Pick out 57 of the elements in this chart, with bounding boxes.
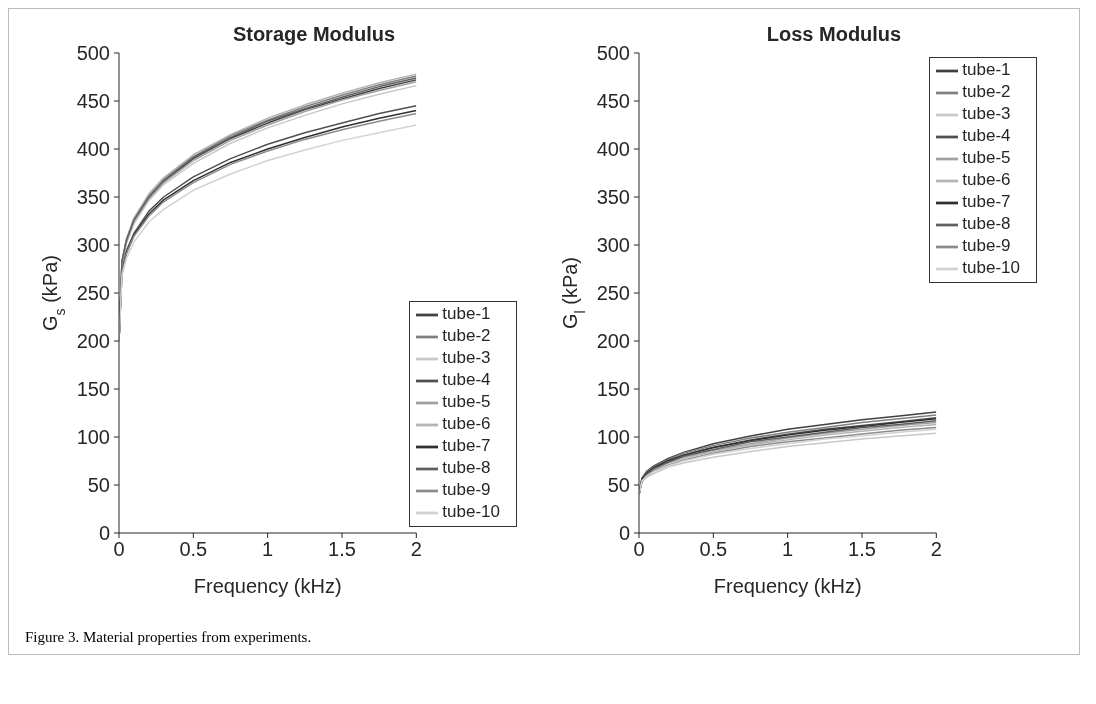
legend-label: tube-2 (442, 326, 491, 346)
y-tick-label: 300 (596, 234, 630, 257)
caption: Figure 3. Material properties from experiments. (25, 629, 313, 646)
legend-label: tube-10 (962, 258, 1020, 278)
legend-label: tube-3 (442, 348, 491, 368)
y-tick-label: 350 (76, 186, 110, 209)
legend-label: tube-1 (962, 60, 1011, 80)
y-tick-label: 350 (596, 186, 630, 209)
y-tick-label: 400 (596, 138, 630, 161)
legend-label: tube-2 (962, 82, 1011, 102)
legend-label: tube-7 (962, 192, 1011, 212)
y-tick-label: 450 (596, 90, 630, 113)
y-tick-label: 0 (618, 522, 630, 545)
legend-label: tube-5 (442, 392, 491, 412)
x-tick-label: 1.5 (328, 538, 356, 561)
y-tick-label: 300 (76, 234, 110, 257)
y-tick-label: 50 (87, 474, 110, 497)
y-tick-label: 150 (596, 378, 630, 401)
y-tick-label: 400 (76, 138, 110, 161)
x-axis-title: Frequency (kHz) (713, 575, 862, 597)
x-tick-label: 1 (262, 538, 274, 561)
y-tick-label: 150 (76, 378, 110, 401)
legend-label: tube-10 (442, 502, 500, 522)
chart-title: Storage Modulus (231, 23, 397, 46)
legend-label: tube-3 (962, 104, 1011, 124)
y-tick-label: 100 (76, 426, 110, 449)
y-tick-label: 50 (607, 474, 630, 497)
chart-title: Loss Modulus (765, 23, 903, 46)
y-tick-label: 100 (596, 426, 630, 449)
y-tick-label: 250 (76, 282, 110, 305)
legend-label: tube-9 (962, 236, 1011, 256)
y-tick-label: 500 (596, 42, 630, 65)
legend-label: tube-9 (442, 480, 491, 500)
legend-label: tube-8 (442, 458, 491, 478)
y-tick-label: 500 (76, 42, 110, 65)
y-tick-label: 0 (98, 522, 110, 545)
x-tick-label: 0.5 (699, 538, 728, 561)
x-axis-title: Frequency (kHz) (193, 575, 342, 597)
x-tick-label: 2 (410, 538, 422, 561)
legend-label: tube-6 (962, 170, 1011, 190)
legend-label: tube-7 (442, 436, 491, 456)
x-tick-label: 1 (782, 538, 794, 561)
x-tick-label: 0.5 (179, 538, 208, 561)
legend-label: tube-5 (962, 148, 1011, 168)
x-tick-label: 0 (113, 538, 125, 561)
legend-label: tube-4 (442, 370, 491, 390)
y-tick-label: 200 (596, 330, 630, 353)
x-tick-label: 0 (633, 538, 645, 561)
y-tick-label: 450 (76, 90, 110, 113)
legend-label: tube-6 (442, 414, 491, 434)
legend-label: tube-1 (442, 304, 491, 324)
legend-label: tube-4 (962, 126, 1011, 146)
y-tick-label: 250 (596, 282, 630, 305)
legend-label: tube-8 (962, 214, 1011, 234)
x-tick-label: 1.5 (848, 538, 876, 561)
x-tick-label: 2 (930, 538, 942, 561)
y-tick-label: 200 (76, 330, 110, 353)
